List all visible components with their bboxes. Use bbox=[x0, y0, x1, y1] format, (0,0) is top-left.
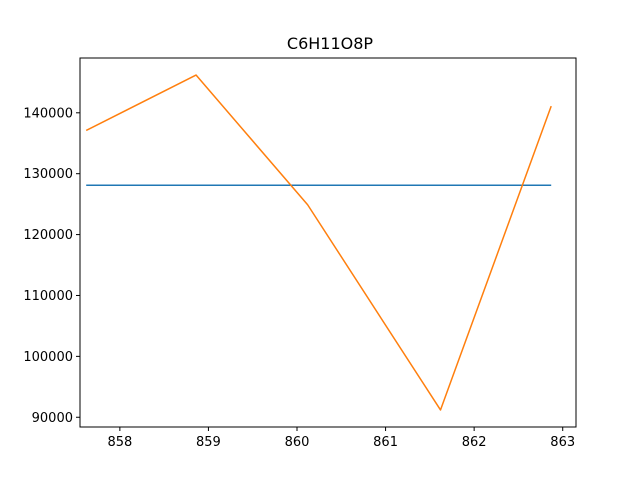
y-axis: 90000 100000 110000 120000 130000 140000 bbox=[23, 106, 80, 426]
x-tick-label: 861 bbox=[373, 435, 398, 450]
y-tick-label: 130000 bbox=[23, 167, 73, 182]
series-line-2 bbox=[85, 74, 552, 411]
x-tick-label: 863 bbox=[550, 435, 575, 450]
x-tick-label: 862 bbox=[462, 435, 487, 450]
y-tick-label: 120000 bbox=[23, 228, 73, 243]
y-tick-label: 140000 bbox=[23, 106, 73, 121]
x-tick-label: 860 bbox=[285, 435, 310, 450]
y-tick-label: 110000 bbox=[23, 289, 73, 304]
series-layer bbox=[85, 74, 552, 411]
x-tick-label: 858 bbox=[107, 435, 132, 450]
chart-title: C6H11O8P bbox=[287, 34, 374, 53]
y-tick-label: 100000 bbox=[23, 350, 73, 365]
y-tick-label: 90000 bbox=[32, 411, 73, 426]
x-axis: 858 859 860 861 862 863 bbox=[107, 427, 575, 450]
plot-frame bbox=[79, 57, 577, 428]
x-tick-label: 859 bbox=[196, 435, 221, 450]
